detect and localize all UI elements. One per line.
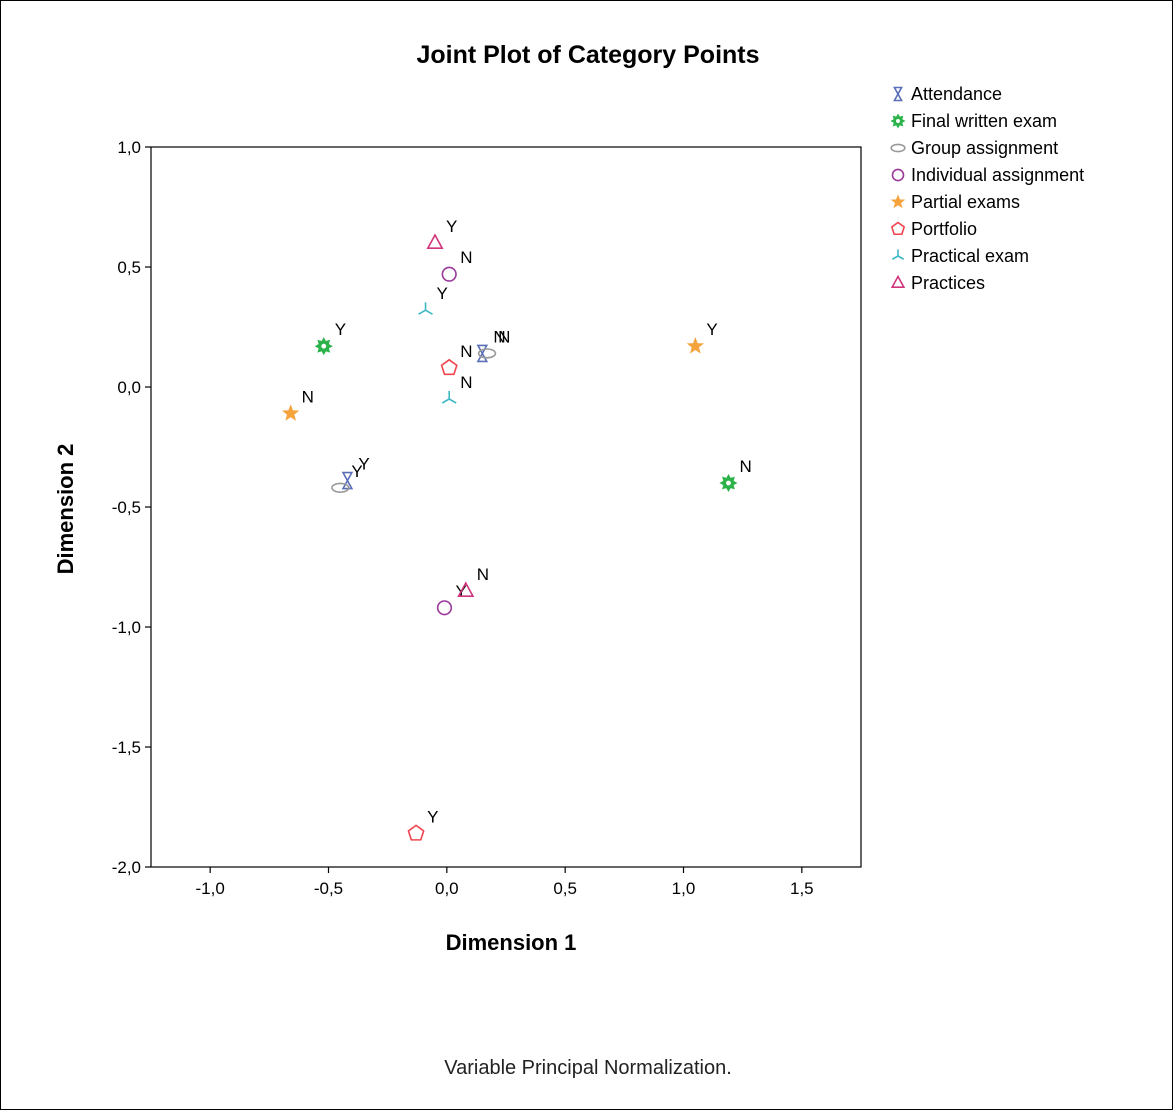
data-point: N [457,565,489,597]
x-tick-label: -1,0 [196,879,225,898]
y-tick-label: 0,5 [117,258,141,277]
point-label: N [739,457,751,476]
point-label: Y [706,320,717,339]
data-point: Y [426,217,457,249]
data-point: Y [407,807,438,841]
point-label: N [477,565,489,584]
point-label: Y [335,320,346,339]
data-point: N [719,457,752,493]
data-point: Y [341,455,370,490]
y-tick-label: -0,5 [112,498,141,517]
legend-item: Partial exams [890,192,1020,212]
point-label: N [460,342,472,361]
legend-item: Attendance [893,84,1002,104]
chart-title: Joint Plot of Category Points [416,41,759,69]
x-tick-label: 0,0 [435,879,459,898]
y-axis: 1,0 0,5 0,0 -0,5 -1,0 -1,5 -2,0 [112,138,151,877]
x-tick-label: 1,5 [790,879,814,898]
legend-symbol [890,221,906,236]
data-point: N [477,327,510,359]
point-label: N [493,327,505,346]
data-point: Y [314,320,346,356]
point-label: Y [437,284,448,303]
point-label: Y [446,217,457,236]
footnote: Variable Principal Normalization. [444,1057,732,1079]
legend: Attendance Final written exam Group assign… [890,84,1084,293]
legend-item: Practical exam [891,246,1029,266]
legend-symbol [890,113,906,129]
y-axis-label: Dimension 2 [53,444,78,575]
point-label: N [302,387,314,406]
legend-label: Group assignment [911,138,1058,158]
x-tick-label: -0,5 [314,879,343,898]
legend-label: Practices [911,273,985,293]
legend-item: Individual assignment [891,165,1084,185]
legend-symbol [890,143,906,153]
legend-label: Final written exam [911,111,1057,131]
y-tick-label: -1,0 [112,618,141,637]
x-axis: -1,0 -0,5 0,0 0,5 1,0 1,5 [196,867,814,898]
data-point: N [441,248,472,282]
legend-symbol [893,86,903,102]
legend-symbol [891,168,905,182]
legend-item: Group assignment [890,138,1058,158]
y-tick-label: -1,5 [112,738,141,757]
legend-label: Practical exam [911,246,1029,266]
point-label: N [498,327,510,346]
data-point: Y [686,320,718,354]
legend-label: Portfolio [911,219,977,239]
x-tick-label: 0,5 [553,879,577,898]
legend-item: Final written exam [890,111,1057,131]
data-point: N [440,342,472,376]
data-point: Y [331,462,363,493]
data-point: N [476,327,506,363]
data-point: N [281,387,314,421]
y-tick-label: 1,0 [117,138,141,157]
data-point: N [441,373,472,404]
point-label: N [460,373,472,392]
plot-area [150,146,862,868]
x-tick-label: 1,0 [672,879,696,898]
legend-symbol [891,249,905,260]
point-label: Y [427,807,438,826]
point-label: Y [351,462,362,481]
data-point: Y [418,284,448,315]
legend-item: Practices [890,273,985,293]
legend-symbol [890,274,906,289]
legend-label: Attendance [911,84,1002,104]
legend-item: Portfolio [890,219,977,239]
y-tick-label: 0,0 [117,378,141,397]
point-label: N [460,248,472,267]
x-axis-label: Dimension 1 [446,930,577,955]
y-tick-label: -2,0 [112,858,141,877]
legend-label: Individual assignment [911,165,1084,185]
legend-symbol [890,194,906,209]
point-label: Y [358,455,369,474]
legend-label: Partial exams [911,192,1020,212]
